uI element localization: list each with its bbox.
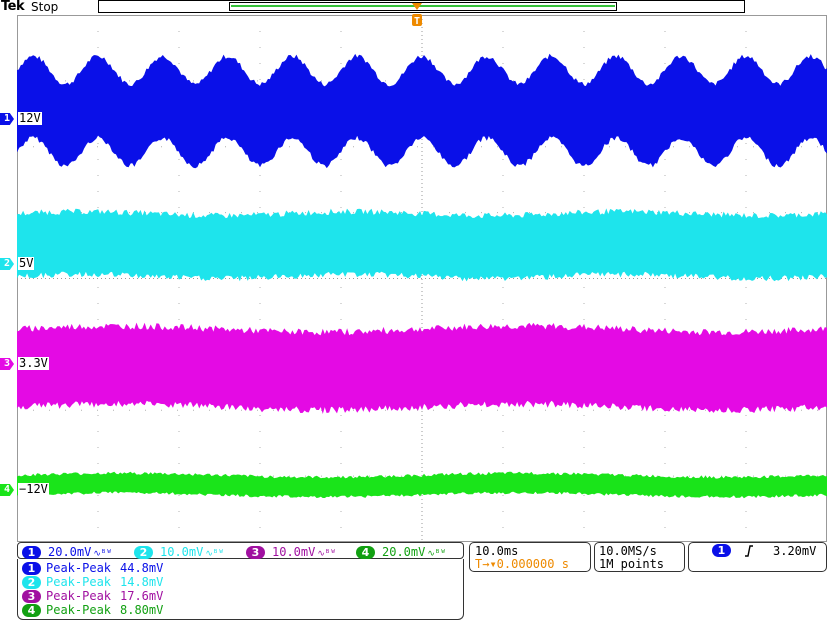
horizontal-scale: 10.0ms bbox=[475, 544, 519, 558]
ch2-waveform bbox=[17, 208, 827, 282]
measurement-row-ch2[interactable]: 2 Peak-Peak 14.8mV bbox=[22, 575, 163, 589]
trigger-source-badge: 1 bbox=[712, 544, 731, 557]
ch4-scale[interactable]: 4 20.0mV ∿ᴮᵂ bbox=[356, 545, 446, 559]
ch2-badge: 2 bbox=[134, 546, 153, 559]
ch3-offset-label: 3.3V bbox=[18, 356, 49, 370]
ch2-scale[interactable]: 2 10.0mV ∿ᴮᵂ bbox=[134, 545, 224, 559]
trigger-marker-letter: T bbox=[414, 16, 420, 27]
rising-edge-icon bbox=[745, 545, 753, 557]
measurement-row-ch3[interactable]: 3 Peak-Peak 17.6mV bbox=[22, 589, 163, 603]
ch2-bandwidth-icon: ∿ᴮᵂ bbox=[205, 549, 224, 559]
trigger-position-readout: T→▾0.000000 s bbox=[475, 557, 569, 571]
ch4-offset-label: −12V bbox=[18, 482, 49, 496]
channel-scale-panel: 1 20.0mV ∿ᴮᵂ 2 10.0mV ∿ᴮᵂ 3 10.0mV ∿ᴮᵂ 4 20.0mV… bbox=[17, 542, 464, 559]
ch4-badge: 4 bbox=[356, 546, 375, 559]
acquisition-panel[interactable]: 10.0MS/s 1M points bbox=[594, 542, 685, 572]
brand-logo: Tek bbox=[1, 0, 25, 14]
ch4-waveform bbox=[17, 471, 827, 499]
trigger-level: 3.20mV bbox=[773, 544, 817, 558]
acquisition-status: Stop bbox=[31, 0, 59, 14]
ch4-scale-value: 20.0mV bbox=[382, 545, 426, 559]
ch3-scale[interactable]: 3 10.0mV ∿ᴮᵂ bbox=[246, 545, 336, 559]
ch1-waveform bbox=[17, 53, 827, 169]
ch1-scale-value: 20.0mV bbox=[48, 545, 92, 559]
measurements-panel[interactable]: 1 Peak-Peak 44.8mV 2 Peak-Peak 14.8mV 3 Peak-… bbox=[17, 559, 464, 620]
ch3-bandwidth-icon: ∿ᴮᵂ bbox=[317, 549, 336, 559]
ch4-bandwidth-icon: ∿ᴮᵂ bbox=[427, 549, 446, 559]
ch3-badge: 3 bbox=[246, 546, 265, 559]
waveform-traces bbox=[17, 53, 827, 499]
sample-rate: 10.0MS/s bbox=[599, 544, 657, 558]
ch1-bandwidth-icon: ∿ᴮᵂ bbox=[93, 549, 112, 559]
measurement-row-ch4[interactable]: 4 Peak-Peak 8.80mV bbox=[22, 603, 163, 617]
ch2-scale-value: 10.0mV bbox=[160, 545, 204, 559]
measurement-row-ch1[interactable]: 1 Peak-Peak 44.8mV bbox=[22, 561, 163, 575]
record-length: 1M points bbox=[599, 557, 665, 571]
trigger-panel[interactable]: 1 3.20mV bbox=[688, 542, 827, 572]
ch3-waveform bbox=[17, 322, 827, 414]
ch4-ground-marker[interactable]: 4 bbox=[0, 484, 14, 496]
ch1-ground-marker[interactable]: 1 bbox=[0, 113, 14, 125]
waveform-display[interactable] bbox=[17, 15, 827, 542]
ch3-ground-marker[interactable]: 3 bbox=[0, 358, 14, 370]
ch2-offset-label: 5V bbox=[18, 256, 35, 270]
top-status-bar: Tek Stop bbox=[0, 0, 827, 15]
trigger-position-icon[interactable]: T bbox=[411, 0, 423, 28]
ch1-badge: 1 bbox=[22, 546, 41, 559]
horizontal-panel[interactable]: 10.0ms T→▾0.000000 s bbox=[469, 542, 591, 572]
record-view-window[interactable] bbox=[229, 2, 617, 11]
ch1-offset-label: 12V bbox=[18, 111, 42, 125]
ch2-ground-marker[interactable]: 2 bbox=[0, 258, 14, 270]
trigger-arrow-icon bbox=[412, 3, 422, 10]
ch3-scale-value: 10.0mV bbox=[272, 545, 316, 559]
ch1-scale[interactable]: 1 20.0mV ∿ᴮᵂ bbox=[22, 545, 112, 559]
record-overview-bar[interactable] bbox=[98, 0, 745, 13]
